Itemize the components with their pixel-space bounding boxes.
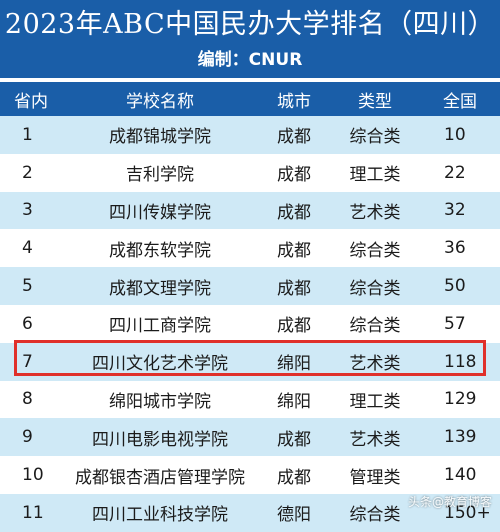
province-rank-cell: 4 xyxy=(22,238,33,259)
type-cell: 综合类 xyxy=(349,316,401,337)
province-rank-cell: 10 xyxy=(22,465,44,486)
national-rank-cell: 129 xyxy=(444,389,477,410)
school-name-cell: 四川工业科技学院 xyxy=(92,505,228,526)
table-body: 1 成都锦城学院 成都 综合类 10 2 吉利学院 成都 理工类 22 3 四川传媒学院 成都 艺术类 32… xyxy=(0,116,500,532)
city-cell: 成都 xyxy=(277,316,311,337)
province-rank-cell: 9 xyxy=(22,427,33,448)
table-row: 2 吉利学院 成都 理工类 22 xyxy=(0,153,500,192)
column-header-province-rank: 省内 xyxy=(14,91,48,112)
type-cell: 综合类 xyxy=(349,240,401,261)
school-name-cell: 成都文理学院 xyxy=(109,278,211,299)
province-rank-cell: 11 xyxy=(22,502,44,523)
school-name-cell: 四川工商学院 xyxy=(109,316,211,337)
city-cell: 成都 xyxy=(277,165,311,186)
table-row: 8 绵阳城市学院 绵阳 理工类 129 xyxy=(0,380,500,419)
national-rank-cell: 36 xyxy=(444,238,466,259)
page-title: 2023年ABC中国民办大学排名（四川） xyxy=(4,9,496,40)
table-row: 7 四川文化艺术学院 绵阳 艺术类 118 xyxy=(0,342,500,381)
school-name-cell: 绵阳城市学院 xyxy=(109,391,211,412)
city-cell: 绵阳 xyxy=(277,354,311,375)
type-cell: 理工类 xyxy=(349,165,401,186)
watermark: 头条@教育博客 xyxy=(407,495,492,509)
school-name-cell: 四川传媒学院 xyxy=(109,202,211,223)
type-cell: 管理类 xyxy=(349,467,401,488)
table-row: 4 成都东软学院 成都 综合类 36 xyxy=(0,229,500,268)
table-header: 省内 学校名称 城市 类型 全国 xyxy=(0,82,500,116)
province-rank-cell: 6 xyxy=(22,313,33,334)
type-cell: 综合类 xyxy=(349,278,401,299)
province-rank-cell: 7 xyxy=(22,351,33,372)
table-row: 3 四川传媒学院 成都 艺术类 32 xyxy=(0,191,500,230)
national-rank-cell: 118 xyxy=(444,351,477,372)
city-cell: 成都 xyxy=(277,127,311,148)
national-rank-cell: 57 xyxy=(444,313,466,334)
title-banner: 2023年ABC中国民办大学排名（四川） 编制：CNUR xyxy=(0,0,500,78)
type-cell: 综合类 xyxy=(349,505,401,526)
province-rank-cell: 5 xyxy=(22,276,33,297)
city-cell: 成都 xyxy=(277,240,311,261)
city-cell: 成都 xyxy=(277,202,311,223)
column-header-school-name: 学校名称 xyxy=(126,91,194,112)
table-row: 9 四川电影电视学院 成都 艺术类 139 xyxy=(0,418,500,457)
city-cell: 成都 xyxy=(277,429,311,450)
national-rank-cell: 140 xyxy=(444,465,477,486)
province-rank-cell: 2 xyxy=(22,162,33,183)
city-cell: 德阳 xyxy=(277,505,311,526)
city-cell: 成都 xyxy=(277,467,311,488)
national-rank-cell: 50 xyxy=(444,276,466,297)
province-rank-cell: 3 xyxy=(22,200,33,221)
type-cell: 艺术类 xyxy=(349,429,401,450)
table-row: 5 成都文理学院 成都 综合类 50 xyxy=(0,267,500,305)
school-name-cell: 四川文化艺术学院 xyxy=(92,354,228,375)
column-header-city: 城市 xyxy=(277,91,311,112)
school-name-cell: 吉利学院 xyxy=(126,165,194,186)
national-rank-cell: 10 xyxy=(444,124,466,145)
table-row: 1 成都锦城学院 成都 综合类 10 xyxy=(0,116,500,154)
city-cell: 绵阳 xyxy=(277,391,311,412)
type-cell: 理工类 xyxy=(349,391,401,412)
column-header-national-rank: 全国 xyxy=(443,91,477,112)
province-rank-cell: 8 xyxy=(22,389,33,410)
national-rank-cell: 32 xyxy=(444,200,466,221)
national-rank-cell: 22 xyxy=(444,162,466,183)
province-rank-cell: 1 xyxy=(22,124,33,145)
table-row: 6 四川工商学院 成都 综合类 57 xyxy=(0,304,500,343)
page-subtitle: 编制：CNUR xyxy=(197,50,303,70)
school-name-cell: 成都银杏酒店管理学院 xyxy=(75,467,245,488)
school-name-cell: 成都东软学院 xyxy=(109,240,211,261)
type-cell: 综合类 xyxy=(349,127,401,148)
table-row: 10 成都银杏酒店管理学院 成都 管理类 140 xyxy=(0,456,500,494)
type-cell: 艺术类 xyxy=(349,354,401,375)
national-rank-cell: 139 xyxy=(444,427,477,448)
school-name-cell: 成都锦城学院 xyxy=(109,127,211,148)
column-header-type: 类型 xyxy=(358,91,392,112)
type-cell: 艺术类 xyxy=(349,202,401,223)
school-name-cell: 四川电影电视学院 xyxy=(92,429,228,450)
city-cell: 成都 xyxy=(277,278,311,299)
